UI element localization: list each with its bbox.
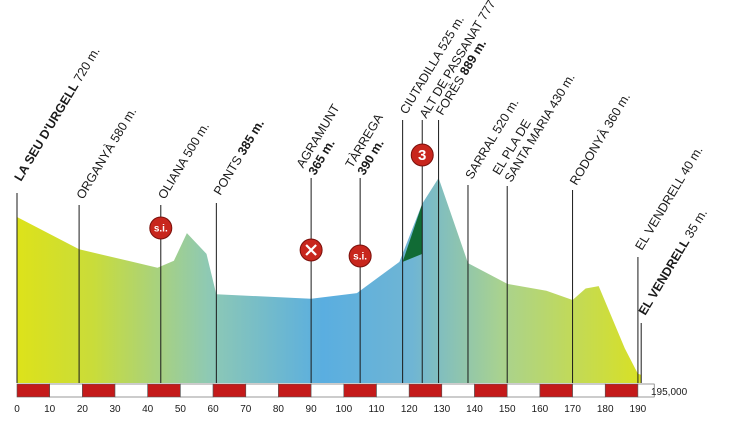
x-tick-label: 190 <box>630 404 647 415</box>
waypoint-label: LA SEU D'URGELL 720 m. <box>12 45 103 184</box>
x-tick-label: 180 <box>597 404 614 415</box>
waypoint-name: OLIANA <box>155 153 192 202</box>
waypoint-elevation: 430 m. <box>546 71 578 111</box>
waypoint-name: PONTS <box>211 150 247 197</box>
intermediate-sprint-icon <box>149 216 173 240</box>
distance-bar-segment <box>147 383 181 398</box>
waypoint-elevation: 35 m. <box>682 207 710 241</box>
x-tick-label: 30 <box>109 404 121 415</box>
x-tick-label: 40 <box>142 404 154 415</box>
distance-bar-segment <box>474 383 508 398</box>
waypoint-label: PONTS 385 m. <box>211 117 267 197</box>
x-tick-label: 80 <box>273 404 285 415</box>
x-tick-label: 100 <box>335 404 352 415</box>
distance-bar-segment <box>343 383 377 398</box>
waypoint-label: AGRAMUNT365 m. <box>294 102 355 178</box>
climb-category-label: 3 <box>418 147 426 164</box>
x-tick-label: 110 <box>369 404 385 415</box>
x-tick-label: 120 <box>401 404 418 415</box>
distance-bar-segment <box>49 383 83 398</box>
distance-bar-segment <box>212 383 247 398</box>
x-tick-label: 160 <box>532 404 549 415</box>
distance-bar-segment <box>637 383 655 398</box>
waypoint-label: OLIANA 500 m. <box>155 120 212 202</box>
waypoint-label: ORGANYÀ 580 m. <box>73 104 140 201</box>
x-tick-label: 70 <box>240 404 252 415</box>
x-tick-label: 90 <box>306 404 318 415</box>
x-tick-label: 10 <box>44 404 56 415</box>
x-tick-label: 170 <box>564 404 581 415</box>
knife-icon <box>305 244 317 256</box>
sprint-label: s.i. <box>353 252 367 263</box>
distance-bar-segment <box>16 383 51 398</box>
distance-bar-segment <box>604 383 639 398</box>
waypoint-elevation: 500 m. <box>180 120 212 160</box>
distance-bar-segment <box>245 383 279 398</box>
climb-category-icon <box>410 143 434 167</box>
distance-bar-segment <box>278 383 312 398</box>
waypoint-name: ORGANYÀ <box>73 137 120 201</box>
total-distance-label: 195,000 <box>651 387 688 398</box>
x-tick-label: 60 <box>208 404 220 415</box>
distance-bar-segment <box>114 383 149 398</box>
x-tick-label: 150 <box>499 404 516 415</box>
distance-bar-segment <box>441 383 475 398</box>
distance-bar-segment <box>310 383 345 398</box>
x-tick-label: 130 <box>433 404 450 415</box>
distance-bar-segment <box>572 383 606 398</box>
waypoint-label: RODONYÀ 360 m. <box>566 90 633 188</box>
sprint-label: s.i. <box>154 224 168 235</box>
waypoint-elevation: 360 m. <box>601 90 633 130</box>
climb-section <box>402 203 423 262</box>
distance-bar-segment <box>180 383 214 398</box>
x-tick-label: 0 <box>14 404 20 415</box>
waypoint-label: TÀRREGA390 m. <box>342 110 398 177</box>
distance-bar-segment <box>82 383 116 398</box>
distance-bar-segment <box>506 383 541 398</box>
distance-bar-segment <box>376 383 410 398</box>
waypoint-name: RODONYÀ <box>566 123 613 188</box>
x-tick-label: 50 <box>175 404 187 415</box>
waypoint-elevation: 777 m. <box>476 0 508 23</box>
waypoint-elevation: 40 m. <box>677 144 705 178</box>
waypoint-name: LA SEU D'URGELL <box>12 77 83 183</box>
intermediate-sprint-icon <box>348 244 372 268</box>
distance-bar-segment <box>539 383 573 398</box>
x-tick-label: 20 <box>77 404 89 415</box>
waypoint-elevation: 385 m. <box>235 117 267 158</box>
x-tick-label: 140 <box>466 404 483 415</box>
elevation-area <box>17 178 642 383</box>
waypoint-elevation: 580 m. <box>108 105 140 145</box>
waypoint-elevation: 720 m. <box>71 45 103 85</box>
distance-bar-segment <box>408 383 443 398</box>
